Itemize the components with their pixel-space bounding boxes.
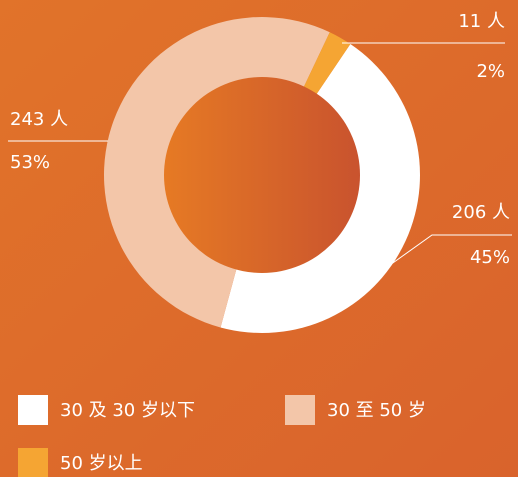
legend-label: 50 岁以上 [60, 453, 143, 474]
legend-label: 30 及 30 岁以下 [60, 400, 195, 421]
percentage-label: 2% [476, 61, 505, 82]
percentage-label: 53% [10, 152, 50, 173]
leader-line [389, 234, 512, 266]
legend-label: 30 至 50 岁 [327, 400, 426, 421]
legend-swatch [18, 395, 48, 425]
value-label: 206 人 [452, 202, 510, 223]
legend-swatch [285, 395, 315, 425]
donut-hole [164, 77, 360, 273]
value-label: 243 人 [10, 109, 68, 130]
percentage-label: 45% [470, 247, 510, 268]
value-label: 11 人 [458, 11, 505, 32]
legend-swatch [18, 448, 48, 477]
